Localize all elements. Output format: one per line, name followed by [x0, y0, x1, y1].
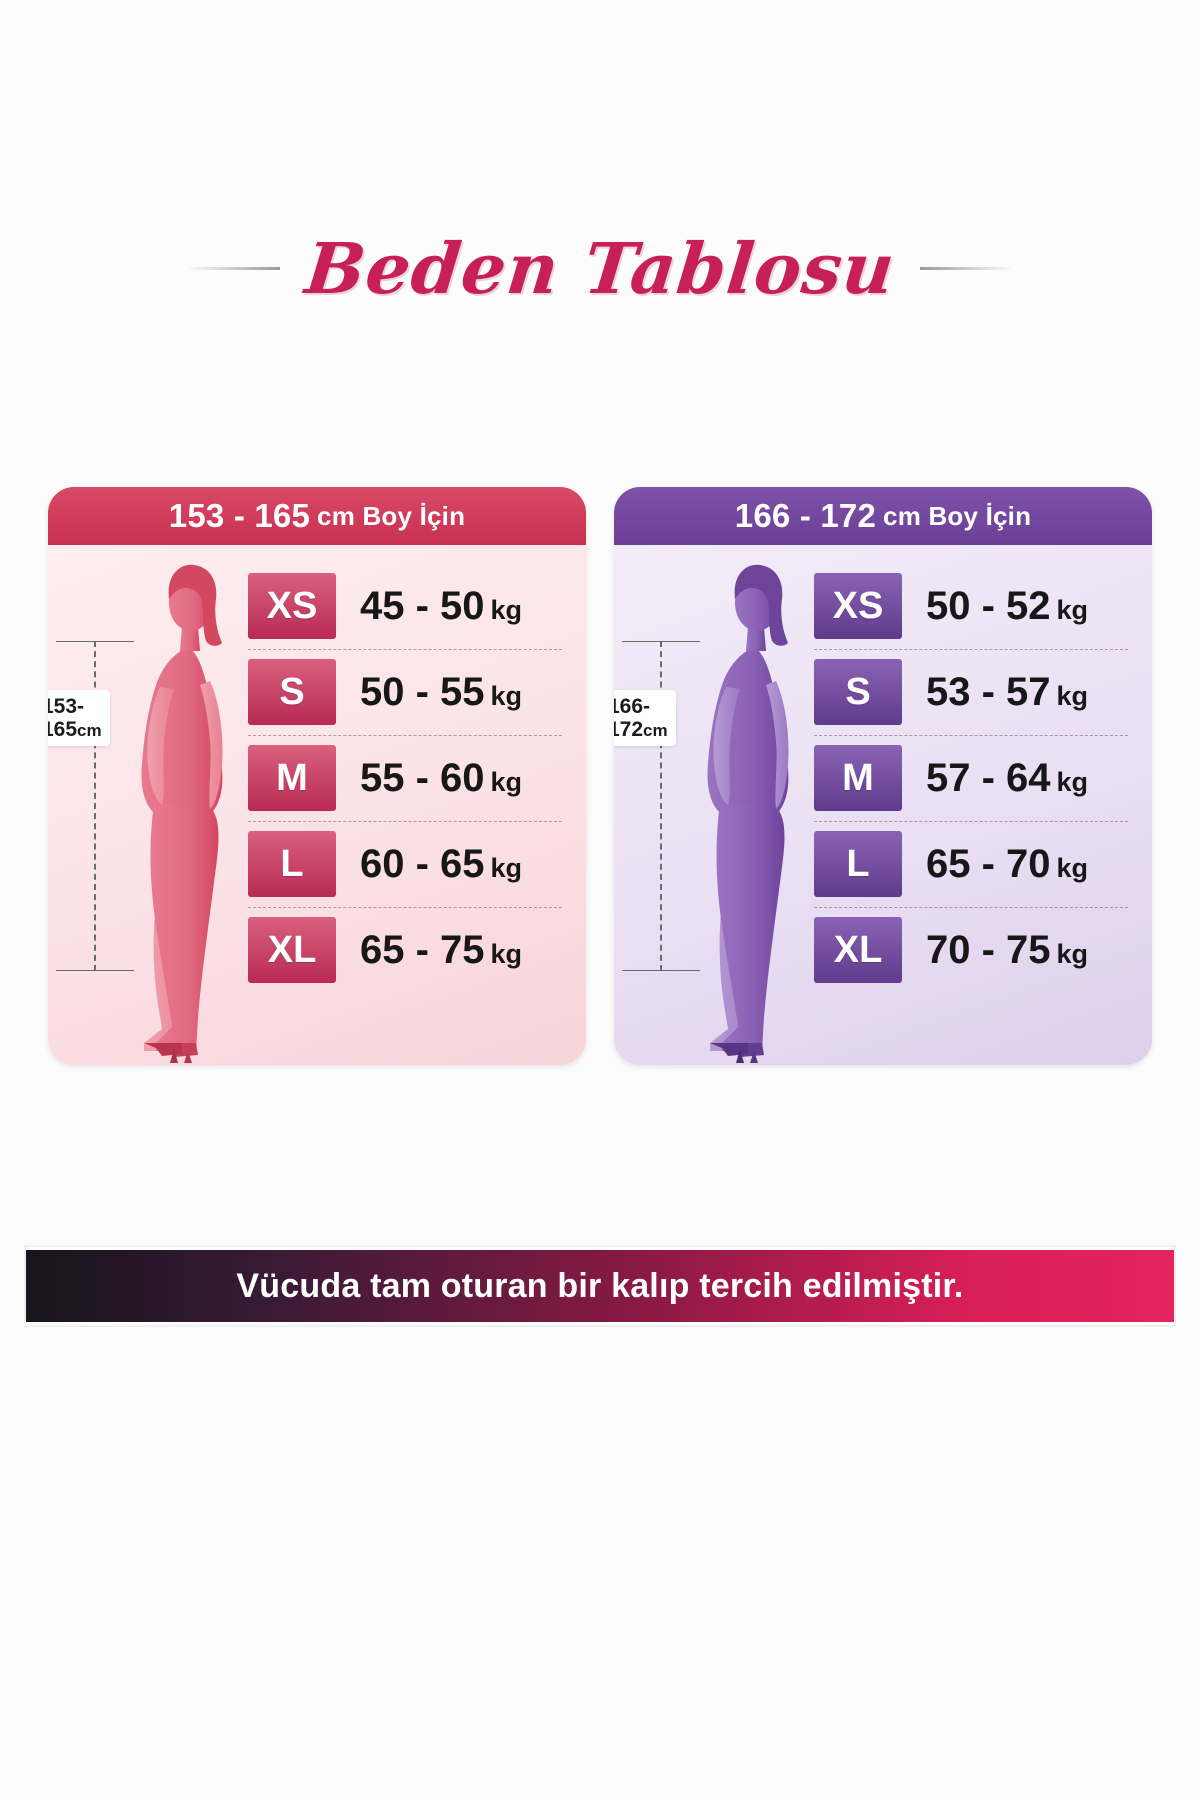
weight-unit-xs-left: kg	[490, 594, 523, 625]
weight-range-xs-right: 50 - 52	[926, 583, 1051, 628]
title-block: Beden Tablosu	[0, 227, 1200, 310]
size-row[interactable]: XL 65 - 75 kg	[248, 907, 572, 993]
size-badge-m-right: M	[814, 745, 902, 811]
weight-unit-xl-right: kg	[1056, 938, 1089, 969]
height-label-unit-right: cm	[643, 721, 668, 741]
height-label-unit-left: cm	[77, 721, 102, 741]
weight-range-l-left: 60 - 65	[360, 841, 485, 886]
size-badge-xs-left: XS	[248, 573, 336, 639]
height-label-line1-left: 153-	[48, 695, 85, 718]
size-row[interactable]: S 50 - 55 kg	[248, 649, 572, 735]
title-rule-right	[920, 267, 1017, 271]
card-header-range-left: 153 - 165	[168, 497, 311, 534]
height-line-left	[94, 641, 96, 971]
fit-note-text: Vücuda tam oturan bir kalıp tercih edilm…	[236, 1266, 964, 1305]
height-tick-bottom-left	[56, 970, 134, 971]
page-title: Beden Tablosu	[301, 227, 899, 310]
size-row[interactable]: XS 45 - 50 kg	[248, 563, 572, 649]
size-card-166-172: 166 - 172 cm Boy İçin	[614, 487, 1152, 1065]
card-header-left: 153 - 165 cm Boy İçin	[48, 487, 586, 545]
weight-range-xl-right: 70 - 75	[926, 927, 1051, 972]
size-cards-container: 153 - 165 cm Boy İçin	[0, 487, 1200, 1065]
size-row[interactable]: M 57 - 64 kg	[814, 735, 1138, 821]
size-row[interactable]: L 60 - 65 kg	[248, 821, 572, 907]
size-row[interactable]: XS 50 - 52 kg	[814, 563, 1138, 649]
height-label-line2-left: 165	[48, 718, 78, 742]
size-badge-l-right: L	[814, 831, 902, 897]
height-label-line2-right: 172	[614, 718, 644, 742]
size-row[interactable]: L 65 - 70 kg	[814, 821, 1138, 907]
woman-silhouette-icon	[70, 551, 280, 1063]
weight-unit-s-right: kg	[1056, 680, 1089, 711]
weight-unit-l-left: kg	[490, 852, 523, 883]
size-card-153-165: 153 - 165 cm Boy İçin	[48, 487, 586, 1065]
height-marker-left	[48, 641, 134, 971]
card-header-unit-right: cm Boy İçin	[883, 500, 1032, 531]
height-tick-bottom-right	[622, 970, 700, 971]
weight-range-xs-left: 45 - 50	[360, 583, 485, 628]
card-header-unit-left: cm Boy İçin	[317, 500, 466, 531]
weight-unit-m-left: kg	[490, 766, 523, 797]
size-badge-xl-right: XL	[814, 917, 902, 983]
size-badge-s-right: S	[814, 659, 902, 725]
weight-unit-s-left: kg	[490, 680, 523, 711]
size-badge-xs-right: XS	[814, 573, 902, 639]
weight-unit-xl-left: kg	[490, 938, 523, 969]
weight-unit-m-right: kg	[1056, 766, 1089, 797]
card-header-range-right: 166 - 172	[734, 497, 877, 534]
weight-unit-l-right: kg	[1056, 852, 1089, 883]
weight-range-s-left: 50 - 55	[360, 669, 485, 714]
size-rows-right: XS 50 - 52 kg S 53 - 57 kg M 57 - 64 kg L 6…	[814, 563, 1138, 993]
weight-range-xl-left: 65 - 75	[360, 927, 485, 972]
height-marker-right	[614, 641, 700, 971]
size-badge-xl-left: XL	[248, 917, 336, 983]
size-row[interactable]: M 55 - 60 kg	[248, 735, 572, 821]
weight-range-m-right: 57 - 64	[926, 755, 1051, 800]
card-header-right: 166 - 172 cm Boy İçin	[614, 487, 1152, 545]
size-row[interactable]: S 53 - 57 kg	[814, 649, 1138, 735]
size-row[interactable]: XL 70 - 75 kg	[814, 907, 1138, 993]
weight-range-l-right: 65 - 70	[926, 841, 1051, 886]
title-rule-left	[183, 267, 280, 271]
size-badge-m-left: M	[248, 745, 336, 811]
weight-range-s-right: 53 - 57	[926, 669, 1051, 714]
weight-range-m-left: 55 - 60	[360, 755, 485, 800]
woman-silhouette-icon	[636, 551, 846, 1063]
height-line-right	[660, 641, 662, 971]
size-badge-l-left: L	[248, 831, 336, 897]
size-rows-left: XS 45 - 50 kg S 50 - 55 kg M 55 - 60 kg L 6…	[248, 563, 572, 993]
height-label-line1-right: 166-	[614, 695, 651, 718]
fit-note-banner: Vücuda tam oturan bir kalıp tercih edilm…	[26, 1247, 1174, 1325]
size-badge-s-left: S	[248, 659, 336, 725]
weight-unit-xs-right: kg	[1056, 594, 1089, 625]
